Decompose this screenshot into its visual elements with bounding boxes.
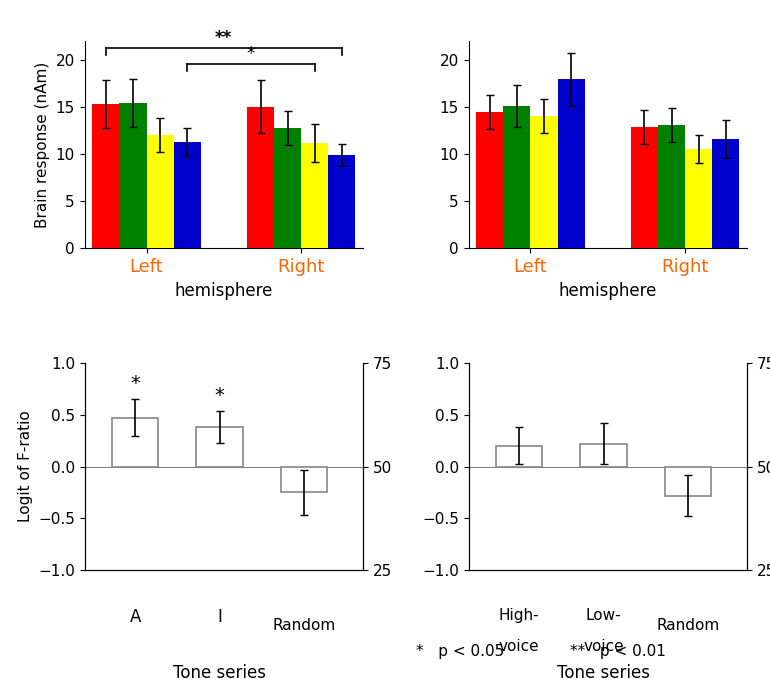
Bar	[92, 104, 119, 249]
Bar	[658, 125, 685, 249]
Text: Random: Random	[656, 618, 719, 633]
X-axis label: hemisphere: hemisphere	[175, 282, 273, 299]
Bar	[281, 466, 327, 492]
Bar	[504, 106, 531, 249]
Text: *: *	[130, 373, 140, 392]
Bar	[173, 142, 201, 249]
Text: *   p < 0.05: * p < 0.05	[416, 644, 504, 659]
Bar	[531, 116, 557, 249]
X-axis label: hemisphere: hemisphere	[558, 282, 657, 299]
Bar	[496, 445, 542, 466]
Text: *: *	[246, 45, 255, 63]
Bar	[581, 443, 627, 466]
Text: voice: voice	[583, 639, 624, 654]
Text: *: *	[215, 386, 225, 405]
Bar	[557, 79, 584, 249]
Bar	[665, 466, 711, 496]
Bar	[247, 107, 274, 249]
Bar	[146, 135, 173, 249]
Bar	[631, 127, 658, 249]
Bar	[477, 111, 504, 249]
Bar	[685, 149, 712, 249]
Text: I: I	[217, 608, 222, 626]
Bar	[712, 139, 739, 249]
Bar	[119, 103, 146, 249]
Y-axis label: Brain response (nAm): Brain response (nAm)	[35, 62, 50, 227]
Text: Random: Random	[273, 618, 336, 633]
Text: voice: voice	[499, 639, 540, 654]
Text: A: A	[129, 608, 141, 626]
Text: **: **	[215, 29, 233, 47]
Text: Low-: Low-	[586, 608, 621, 623]
Bar	[274, 128, 301, 249]
Text: Tone series: Tone series	[173, 664, 266, 679]
Bar	[196, 427, 243, 466]
Text: High-: High-	[499, 608, 540, 623]
Bar	[301, 143, 328, 249]
Bar	[112, 418, 159, 466]
Bar	[328, 155, 355, 249]
Y-axis label: Logit of F-ratio: Logit of F-ratio	[18, 411, 32, 522]
Text: Tone series: Tone series	[557, 664, 650, 679]
Text: **   p < 0.01: ** p < 0.01	[570, 644, 666, 659]
